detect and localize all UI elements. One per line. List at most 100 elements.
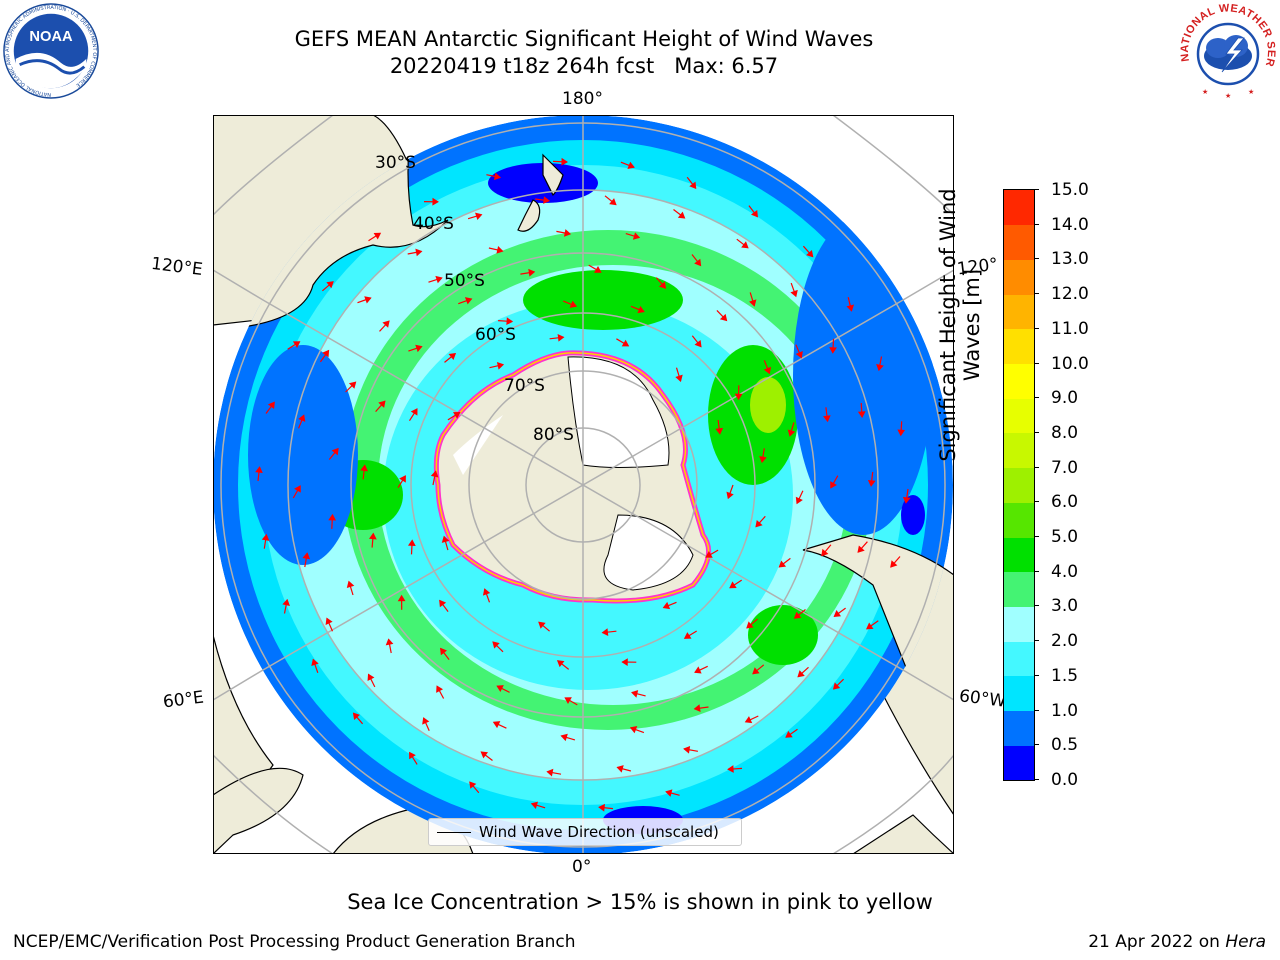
wave-direction-arrow xyxy=(360,464,369,480)
colorbar-segment xyxy=(1004,502,1034,538)
wave-direction-arrow xyxy=(409,751,418,765)
wave-direction-arrow xyxy=(655,277,667,289)
wave-direction-arrow xyxy=(428,275,443,284)
wave-direction-arrow xyxy=(726,484,734,500)
wave-direction-arrow xyxy=(821,544,832,557)
wave-direction-arrow xyxy=(489,362,505,370)
wave-direction-arrow xyxy=(556,660,570,670)
wave-direction-arrow xyxy=(630,305,645,314)
wave-direction-arrow xyxy=(482,588,491,603)
title-line-1: GEFS MEAN Antarctic Significant Height o… xyxy=(294,27,874,51)
lon-label-bottom: 0° xyxy=(572,857,592,877)
wave-direction-arrow xyxy=(298,414,306,429)
wave-direction-arrow xyxy=(261,533,270,549)
wave-field xyxy=(213,115,953,854)
wave-direction-arrow xyxy=(857,541,868,553)
footer-left: NCEP/EMC/Verification Post Processing Pr… xyxy=(13,932,576,952)
colorbar-tick: 1.0 xyxy=(1034,702,1078,720)
wave-direction-arrow xyxy=(535,196,550,204)
svg-text:★: ★ xyxy=(1225,92,1231,100)
wave-direction-arrow xyxy=(282,598,290,614)
wave-direction-arrow xyxy=(368,532,377,548)
wave-direction-arrow xyxy=(620,161,635,169)
wave-direction-arrow xyxy=(469,781,480,794)
wave-direction-arrow xyxy=(763,360,772,375)
colorbar-tick: 6.0 xyxy=(1034,493,1078,511)
wave-direction-arrow xyxy=(319,349,330,363)
wave-direction-arrow xyxy=(441,535,450,551)
wave-direction-arrow xyxy=(255,466,263,482)
wave-direction-arrow xyxy=(729,579,743,589)
wave-direction-arrow xyxy=(746,618,758,629)
wave-direction-arrow xyxy=(302,552,311,568)
wave-direction-arrow xyxy=(345,381,357,393)
lon-label-lower-right: 60°W xyxy=(957,686,1007,712)
wave-direction-arrow xyxy=(440,647,450,660)
colorbar-tick: 13.0 xyxy=(1034,250,1089,268)
wave-direction-arrow xyxy=(408,344,423,353)
wave-direction-arrow xyxy=(857,402,866,418)
colorbar-tick: 0.0 xyxy=(1034,771,1078,789)
wave-direction-arrow xyxy=(683,630,698,639)
graticule xyxy=(220,115,946,854)
wave-direction-arrow xyxy=(458,297,473,305)
wave-direction-arrow xyxy=(397,594,406,610)
wave-direction-arrow xyxy=(436,685,445,699)
wave-direction-arrow xyxy=(560,733,576,742)
wave-direction-arrow xyxy=(833,607,846,617)
wave-direction-arrow xyxy=(802,245,814,258)
colorbar-segment xyxy=(1004,398,1034,434)
colorbar-tick: 9.0 xyxy=(1034,389,1078,407)
wave-direction-arrow xyxy=(480,751,493,761)
wave-direction-arrow xyxy=(379,320,390,332)
colorbar-tick: 12.0 xyxy=(1034,285,1089,303)
wave-direction-arrow xyxy=(778,557,791,568)
nws-logo: NATIONAL WEATHER SERVICE ★ ★ ★ xyxy=(1178,2,1277,100)
colorbar-segment xyxy=(1004,641,1034,677)
wave-direction-arrow xyxy=(616,765,632,773)
svg-text:★: ★ xyxy=(1202,88,1208,96)
wave-direction-arrow xyxy=(385,638,394,654)
wave-direction-arrow xyxy=(530,801,546,809)
wave-direction-arrow xyxy=(357,296,372,304)
wave-direction-arrow xyxy=(673,209,686,219)
lat-label-50: 50°S xyxy=(444,271,485,291)
wave-direction-arrow xyxy=(407,248,423,257)
legend-line-icon xyxy=(437,832,471,833)
map-legend: Wind Wave Direction (unscaled) xyxy=(428,818,742,846)
wave-direction-arrow xyxy=(749,292,757,307)
wave-direction-arrow xyxy=(715,419,724,435)
wave-direction-arrow xyxy=(538,621,550,632)
wave-direction-arrow xyxy=(686,176,697,190)
lon-label-top: 180° xyxy=(562,89,603,109)
wave-direction-arrow xyxy=(496,685,510,693)
wave-direction-arrow xyxy=(830,475,839,489)
wave-direction-arrow xyxy=(430,470,439,486)
lon-label-upper-left: 120°E xyxy=(149,253,204,281)
wave-direction-arrow xyxy=(832,678,845,690)
wave-direction-arrow xyxy=(631,690,646,698)
chart-title: GEFS MEAN Antarctic Significant Height o… xyxy=(180,26,988,80)
colorbar-segment xyxy=(1004,224,1034,260)
wave-direction-arrow xyxy=(795,344,803,359)
wave-direction-arrow xyxy=(787,422,796,437)
wave-direction-arrow xyxy=(322,281,334,292)
colorbar-tick: 5.0 xyxy=(1034,528,1078,546)
wave-direction-arrow xyxy=(311,658,319,673)
wave-direction-arrow xyxy=(325,617,334,632)
wave-direction-arrow xyxy=(625,232,641,240)
wave-direction-arrow xyxy=(375,400,386,412)
lat-label-40: 40°S xyxy=(413,214,454,234)
wave-direction-arrow xyxy=(292,485,301,499)
colorbar-segment xyxy=(1004,432,1034,469)
lat-label-60: 60°S xyxy=(475,325,516,345)
wave-direction-arrow xyxy=(368,232,382,242)
wave-direction-arrow xyxy=(588,264,602,273)
wave-direction-arrow xyxy=(601,628,617,637)
colorbar-segment xyxy=(1004,537,1034,573)
wave-direction-arrow xyxy=(694,665,708,674)
wave-direction-arrow xyxy=(846,297,855,312)
wave-direction-arrow xyxy=(675,367,683,383)
wave-direction-arrow xyxy=(287,341,301,350)
wave-direction-arrow xyxy=(744,715,759,724)
